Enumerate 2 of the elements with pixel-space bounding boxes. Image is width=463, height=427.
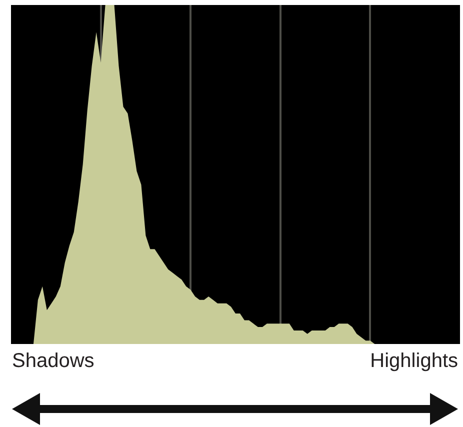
text: Shadows <box>12 349 94 373</box>
text: Highlights <box>370 349 458 373</box>
